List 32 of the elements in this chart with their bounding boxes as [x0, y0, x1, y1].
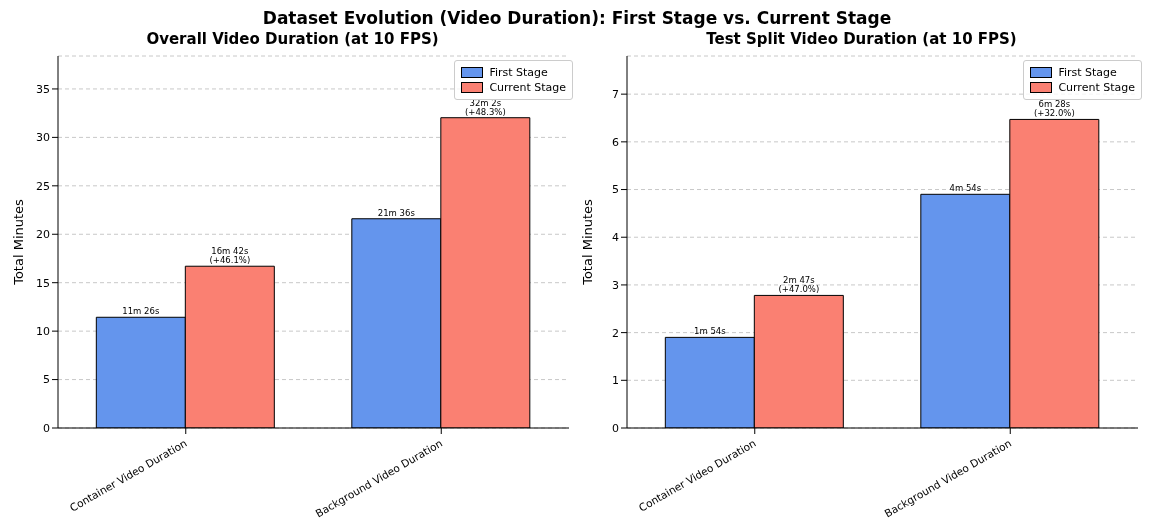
y-tick-label: 6 [612, 135, 619, 149]
text: Dataset Evolution (Video Duration): First Stage vs. Current Stage [261, 8, 893, 30]
y-tick-label: 0 [43, 421, 50, 435]
y-axis-title: Total Minutes [579, 198, 595, 286]
y-tick-label: 20 [36, 228, 50, 242]
y-tick-label: 5 [612, 183, 619, 197]
chart-title: Overall Video Duration (at 10 FPS) [145, 30, 440, 50]
y-tick-label: 25 [36, 179, 50, 193]
chart-title: Test Split Video Duration (at 10 FPS) [705, 30, 1018, 50]
annotation: 11m 26s [122, 306, 160, 317]
y-tick-label: 4 [612, 231, 619, 245]
legend-label: First Stage [489, 66, 548, 79]
legend-label: First Stage [1058, 66, 1117, 79]
y-tick-label: 3 [612, 278, 619, 292]
y-tick-label: 0 [612, 421, 619, 435]
annotation: 16m 42s (+46.1%) [209, 246, 251, 266]
annotation: 2m 47s (+47.0%) [778, 275, 820, 295]
y-tick-label: 35 [36, 82, 50, 96]
annotation: 6m 28s (+32.0%) [1033, 99, 1075, 119]
annotation: 1m 54s [694, 326, 727, 337]
y-tick-label: 7 [612, 88, 619, 102]
annotation: 21m 36s [377, 207, 416, 218]
annotation: 4m 54s [949, 183, 982, 194]
y-tick-label: 10 [36, 325, 50, 339]
legend-label: Current Stage [489, 81, 566, 94]
y-axis-title: Total Minutes [10, 198, 26, 286]
y-tick-label: 5 [43, 373, 50, 387]
legend-label: Current Stage [1058, 81, 1135, 94]
y-tick-label: 2 [612, 326, 619, 340]
y-tick-label: 30 [36, 131, 50, 145]
y-tick-label: 15 [36, 276, 50, 290]
y-tick-label: 1 [612, 374, 619, 388]
